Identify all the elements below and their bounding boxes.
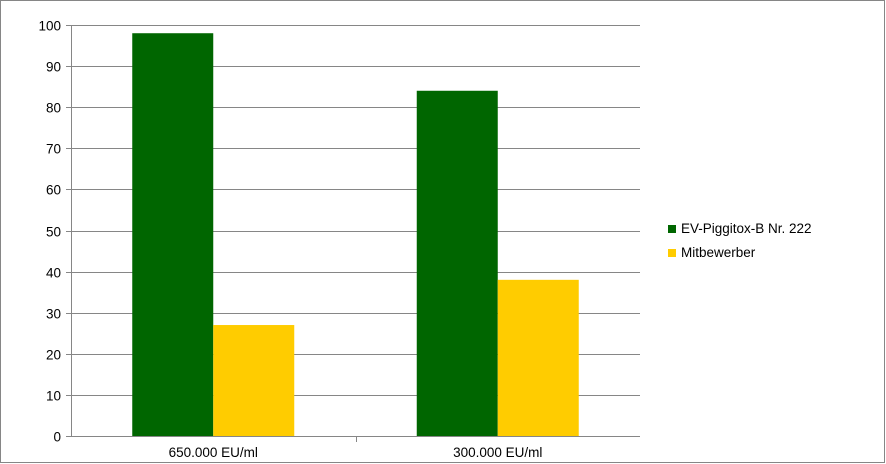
y-tick-label: 10 <box>46 389 61 404</box>
y-tick-label: 40 <box>46 266 61 281</box>
y-tick-label: 70 <box>46 142 61 157</box>
x-tick-label: 300.000 EU/ml <box>453 445 542 460</box>
legend-label-series-2: Mitbewerber <box>681 245 756 260</box>
legend-item-series-1: EV-Piggitox-B Nr. 222 <box>668 218 878 242</box>
bar-series-2-category-1 <box>213 325 295 436</box>
bar-series-1-category-1 <box>132 33 214 436</box>
bar-series-2-category-2 <box>497 279 579 436</box>
y-tick-label: 100 <box>38 19 61 34</box>
bars <box>132 33 579 436</box>
y-tick-label: 0 <box>53 430 61 445</box>
y-tick-label: 50 <box>46 225 61 240</box>
legend: EV-Piggitox-B Nr. 222 Mitbewerber <box>668 218 878 266</box>
x-tick-labels: 650.000 EU/ml 300.000 EU/ml <box>169 445 543 460</box>
legend-swatch-series-1 <box>668 225 676 233</box>
y-tick-labels: 0 10 20 30 40 50 60 70 80 90 100 <box>38 19 61 445</box>
y-tick-label: 20 <box>46 348 61 363</box>
x-tick-label: 650.000 EU/ml <box>169 445 258 460</box>
y-tick-label: 90 <box>46 60 61 75</box>
y-tick-label: 60 <box>46 183 61 198</box>
legend-label-series-1: EV-Piggitox-B Nr. 222 <box>681 221 812 236</box>
y-tick-label: 80 <box>46 101 61 116</box>
legend-swatch-series-2 <box>668 249 676 257</box>
bar-series-1-category-2 <box>416 90 498 436</box>
y-tick-label: 30 <box>46 307 61 322</box>
legend-item-series-2: Mitbewerber <box>668 242 878 266</box>
axes <box>66 25 640 442</box>
